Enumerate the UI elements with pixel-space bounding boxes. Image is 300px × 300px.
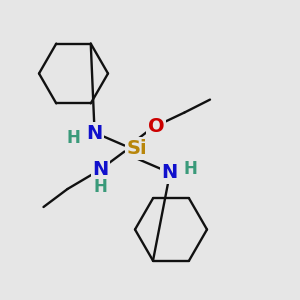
Text: Si: Si <box>126 139 147 158</box>
Text: H: H <box>94 178 107 196</box>
Text: N: N <box>161 163 178 182</box>
Text: N: N <box>92 160 109 179</box>
Text: O: O <box>148 116 164 136</box>
Text: H: H <box>67 129 80 147</box>
Text: H: H <box>184 160 197 178</box>
Text: N: N <box>86 124 103 143</box>
